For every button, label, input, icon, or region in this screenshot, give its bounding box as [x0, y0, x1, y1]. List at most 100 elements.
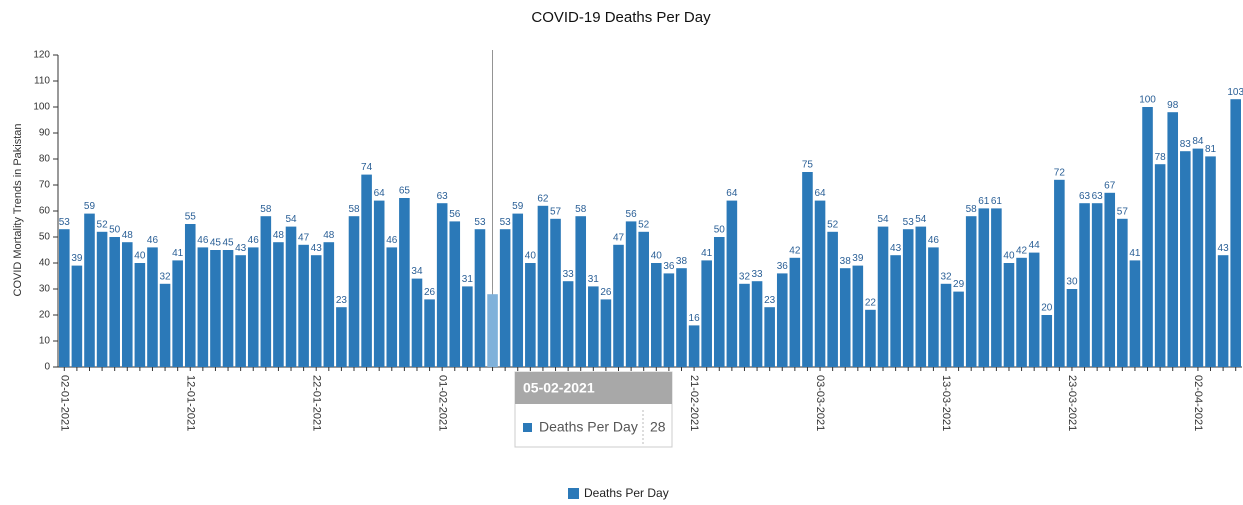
- tooltip-swatch: [523, 423, 532, 432]
- bar: [487, 294, 498, 367]
- value-label: 58: [260, 204, 272, 215]
- bar: [474, 229, 486, 367]
- value-label: 48: [122, 230, 134, 241]
- bar: [588, 286, 599, 367]
- bar: [499, 229, 511, 367]
- value-label: 50: [109, 225, 121, 236]
- bar: [159, 283, 171, 367]
- bar: [676, 268, 687, 367]
- bar: [285, 226, 297, 367]
- y-tick-label: 120: [33, 50, 50, 61]
- bar: [449, 221, 461, 367]
- y-tick-label: 60: [39, 206, 51, 217]
- bar: [928, 247, 939, 367]
- x-tick-label: 12-01-2021: [184, 375, 196, 431]
- value-label: 78: [1155, 152, 1167, 163]
- value-label: 40: [134, 251, 146, 262]
- bar: [1192, 148, 1204, 367]
- value-label: 45: [210, 238, 222, 249]
- bar: [865, 309, 876, 367]
- value-label: 23: [336, 295, 348, 306]
- value-label: 47: [613, 232, 625, 243]
- legend-label: Deaths Per Day: [584, 486, 669, 500]
- x-tick-label: 01-02-2021: [436, 375, 448, 431]
- value-label: 64: [374, 188, 386, 199]
- y-axis-label: COVID Mortality Trends in Pakistan: [12, 123, 24, 296]
- bar: [1205, 156, 1216, 367]
- bar: [802, 172, 813, 367]
- value-label: 41: [1129, 248, 1141, 259]
- value-label: 44: [1029, 240, 1041, 251]
- bar: [1104, 192, 1116, 367]
- value-label: 39: [852, 253, 864, 264]
- bar: [399, 198, 410, 367]
- bar: [1167, 112, 1179, 367]
- value-label: 38: [840, 256, 852, 267]
- y-tick-label: 40: [39, 258, 51, 269]
- value-label: 36: [777, 261, 789, 272]
- bar: [84, 213, 95, 367]
- value-label: 67: [1104, 180, 1116, 191]
- bar: [1028, 252, 1040, 367]
- bar: [550, 218, 561, 367]
- bar: [273, 242, 284, 367]
- value-label: 31: [588, 274, 600, 285]
- value-label: 59: [84, 201, 96, 212]
- value-label: 63: [437, 191, 449, 202]
- x-tick-label: 22-01-2021: [310, 375, 322, 431]
- y-tick-label: 70: [39, 180, 51, 191]
- value-label: 43: [890, 243, 902, 254]
- bar: [713, 237, 725, 367]
- value-label: 52: [97, 219, 109, 230]
- bar: [1091, 203, 1103, 367]
- bar: [1230, 99, 1241, 367]
- bar: [184, 224, 196, 367]
- value-label: 29: [953, 279, 965, 290]
- bar: [940, 283, 952, 367]
- y-tick-label: 50: [39, 232, 51, 243]
- bar: [59, 229, 70, 367]
- value-label: 20: [1041, 303, 1053, 314]
- tooltip-value: 28: [650, 419, 666, 435]
- value-label: 31: [462, 274, 474, 285]
- x-tick-label: 02-04-2021: [1192, 375, 1204, 431]
- bar: [336, 307, 347, 367]
- x-tick-label: 03-03-2021: [814, 375, 826, 431]
- value-label: 39: [71, 253, 83, 264]
- value-label: 48: [323, 230, 335, 241]
- value-label: 32: [739, 271, 751, 282]
- value-label: 26: [600, 287, 612, 298]
- value-label: 22: [865, 297, 877, 308]
- value-label: 58: [575, 204, 587, 215]
- bar: [877, 226, 889, 367]
- bar: [373, 200, 385, 367]
- bar: [298, 244, 309, 367]
- bar: [852, 265, 864, 367]
- bar: [1154, 164, 1166, 367]
- bar: [625, 221, 637, 367]
- bar: [361, 174, 372, 367]
- value-label: 16: [689, 313, 701, 324]
- bar: [701, 260, 712, 367]
- value-label: 36: [663, 261, 675, 272]
- value-label: 48: [273, 230, 285, 241]
- bar: [764, 307, 775, 367]
- value-label: 62: [537, 193, 549, 204]
- value-label: 83: [1180, 139, 1192, 150]
- value-label: 53: [903, 217, 915, 228]
- bar: [688, 325, 700, 367]
- x-tick-label: 21-02-2021: [688, 375, 700, 431]
- value-label: 59: [512, 201, 524, 212]
- value-label: 33: [563, 269, 575, 280]
- bar: [222, 250, 234, 367]
- value-label: 42: [789, 245, 801, 256]
- bar: [411, 278, 423, 367]
- bar: [890, 255, 901, 367]
- bar: [147, 247, 158, 367]
- bar: [1117, 218, 1128, 367]
- bar: [613, 244, 624, 367]
- bar: [651, 263, 662, 367]
- value-label: 53: [59, 217, 71, 228]
- y-tick-label: 90: [39, 128, 51, 139]
- y-tick-label: 110: [34, 76, 50, 87]
